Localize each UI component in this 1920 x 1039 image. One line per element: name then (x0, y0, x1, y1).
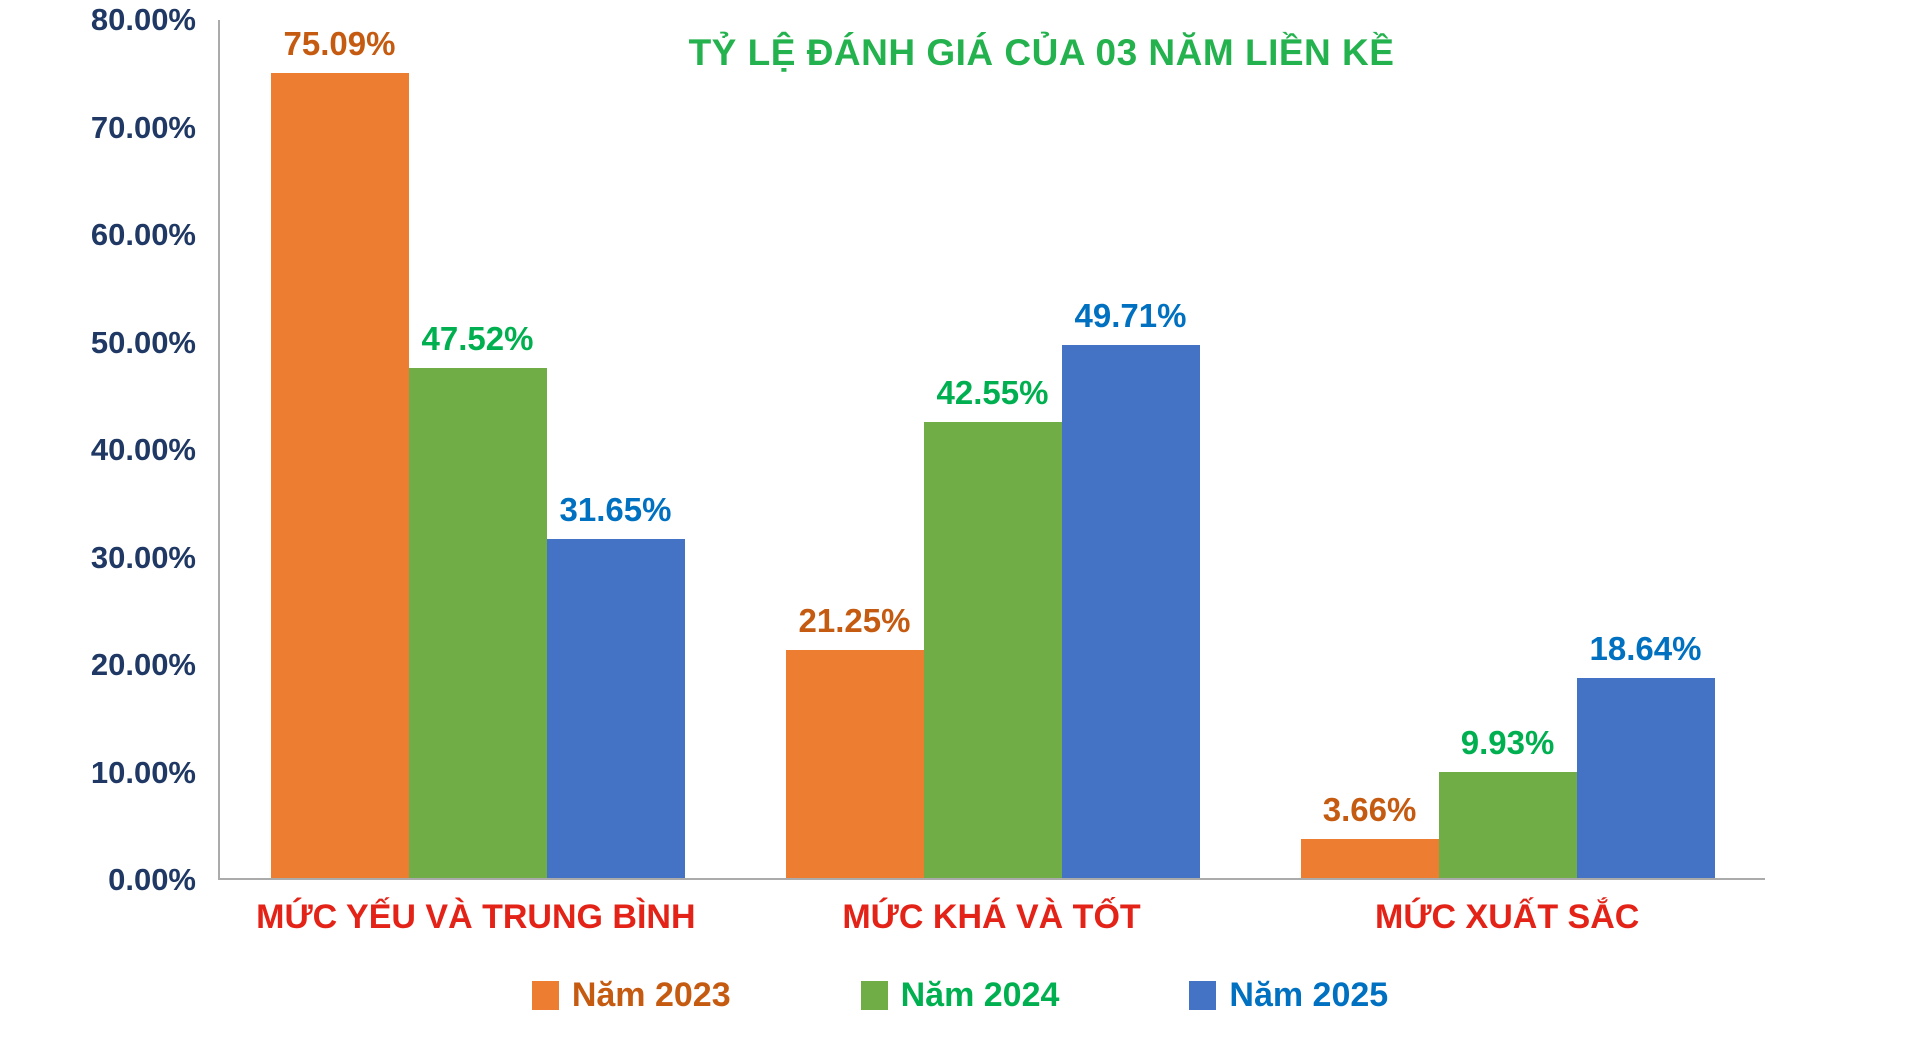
bar-value-label: 18.64% (1589, 630, 1702, 668)
category-labels: MỨC YẾU VÀ TRUNG BÌNH MỨC KHÁ VÀ TỐT MỨC X… (218, 898, 1765, 937)
bar-năm-2023 (270, 72, 409, 878)
bar-group: 75.09% 47.52% 31.65% (220, 20, 735, 878)
bar-value-label: 42.55% (936, 373, 1049, 411)
y-tick-label: 60.00% (90, 217, 196, 252)
bar-năm-2025 (1576, 678, 1715, 878)
y-tick-label: 0.00% (108, 862, 196, 897)
y-tick-label: 50.00% (90, 324, 196, 360)
bar-slot: 42.55% (923, 20, 1062, 878)
bar-value-label: 47.52% (421, 320, 534, 358)
bar-slot: 75.09% (270, 20, 409, 878)
legend-label: Năm 2025 (1229, 976, 1389, 1014)
bar-value-label: 75.09% (283, 24, 396, 62)
y-tick-label: 40.00% (90, 432, 196, 467)
bar-năm-2024 (408, 368, 547, 878)
bar-slot: 49.71% (1061, 20, 1200, 878)
bar-value-label: 49.71% (1074, 296, 1187, 334)
y-tick-label: 70.00% (90, 109, 196, 145)
y-tick-label: 80.00% (90, 2, 196, 37)
legend-swatch-icon (860, 981, 888, 1010)
bar-năm-2023 (785, 650, 924, 878)
legend-item: Năm 2025 (1189, 976, 1388, 1015)
bar-value-label: 31.65% (559, 490, 672, 528)
chart-title: TỶ LỆ ĐÁNH GIÁ CỦA 03 NĂM LIỀN KỀ (688, 32, 1395, 73)
category-label: MỨC YẾU VÀ TRUNG BÌNH (256, 898, 696, 936)
bar-năm-2023 (1300, 838, 1439, 878)
plot-area: 75.09% 47.52% 31.65% 21.25% 42.55% 49.71% 3.66… (218, 20, 1765, 880)
y-tick-label: 10.00% (90, 754, 196, 790)
legend-label: Năm 2024 (900, 976, 1060, 1014)
bar-năm-2025 (1061, 344, 1200, 878)
bar-năm-2025 (546, 538, 685, 878)
bar-slot: 31.65% (546, 20, 685, 878)
category-label: MỨC XUẤT SẮC (1375, 898, 1640, 936)
bar-value-label: 9.93% (1460, 723, 1555, 761)
y-tick-label: 20.00% (90, 647, 196, 682)
bar-group: 3.66% 9.93% 18.64% (1250, 20, 1765, 878)
bar-slot: 47.52% (408, 20, 547, 878)
bar-slot: 9.93% (1438, 20, 1577, 878)
bar-năm-2024 (923, 421, 1062, 878)
legend-item: Năm 2024 (860, 976, 1060, 1015)
legend-item: Năm 2023 (531, 976, 731, 1015)
legend-swatch-icon (531, 981, 559, 1010)
category-label: MỨC KHÁ VÀ TỐT (842, 898, 1141, 936)
bar-slot: 21.25% (785, 20, 924, 878)
bar-slot: 18.64% (1576, 20, 1715, 878)
bar-năm-2024 (1438, 771, 1577, 878)
bar-group: 21.25% 42.55% 49.71% (735, 20, 1250, 878)
legend-swatch-icon (1189, 981, 1217, 1010)
bar-value-label: 3.66% (1322, 790, 1417, 828)
bar-value-label: 21.25% (798, 602, 911, 640)
bar-slot: 3.66% (1300, 20, 1439, 878)
y-tick-label: 30.00% (90, 539, 196, 575)
legend: Năm 2023 Năm 2024 Năm 2025 (0, 976, 1920, 1015)
legend-label: Năm 2023 (571, 976, 731, 1014)
y-axis-labels: 0.00% 10.00% 20.00% 30.00% 40.00% 50.00% 60.00… (0, 2, 196, 897)
